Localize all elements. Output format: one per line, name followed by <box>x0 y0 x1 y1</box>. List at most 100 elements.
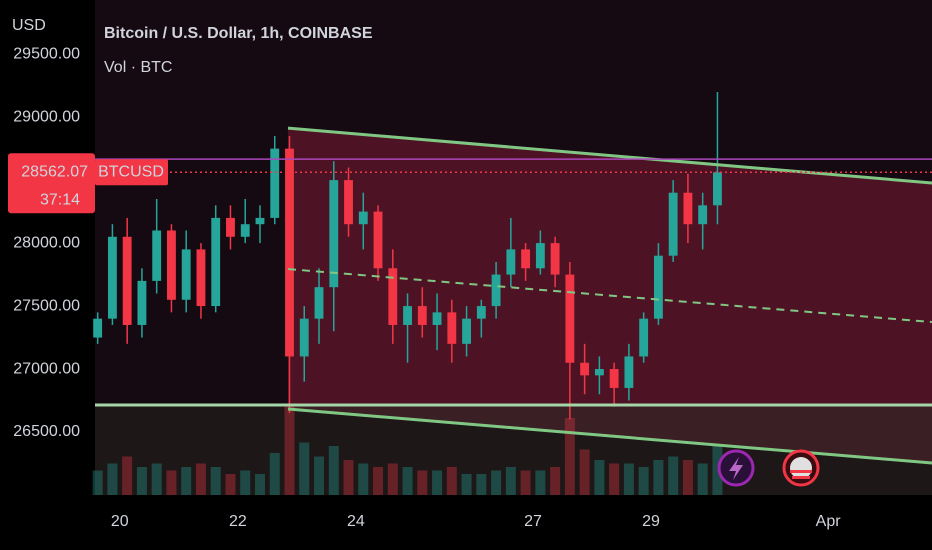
volume-bar <box>505 467 516 495</box>
volume-bar <box>446 467 457 495</box>
lightning-icon <box>729 457 743 480</box>
volume-bar <box>535 470 546 495</box>
x-tick-label: Apr <box>816 513 842 530</box>
candle-body <box>624 356 634 388</box>
candle-body <box>432 312 442 325</box>
candle-body <box>226 217 235 237</box>
volume-bar <box>151 463 162 495</box>
volume-bar <box>210 467 221 495</box>
candle-body <box>285 148 294 357</box>
volume-bar <box>476 474 487 495</box>
volume-bar <box>402 467 413 495</box>
candle-body <box>373 211 383 269</box>
x-tick-label: 20 <box>111 513 129 530</box>
y-tick-label: 29000.00 <box>13 108 80 125</box>
volume-bar <box>550 467 561 495</box>
trend-line <box>287 126 932 185</box>
candle-body <box>152 230 162 281</box>
volume-bar <box>225 474 236 495</box>
candle-body <box>565 274 575 363</box>
candle-body <box>344 180 353 225</box>
flag-stripe <box>790 470 812 473</box>
candle-body <box>639 318 649 357</box>
volume-bar <box>328 446 339 495</box>
volume-bar <box>284 404 295 495</box>
candle-body <box>167 230 176 300</box>
y-axis-label: USD <box>12 17 46 34</box>
candle-body <box>491 274 501 307</box>
candle-body <box>358 211 368 225</box>
candle-body <box>462 318 472 344</box>
volume-bar <box>181 467 192 495</box>
candle-body <box>476 306 486 319</box>
volume-bar <box>299 442 310 495</box>
candle-body <box>107 236 117 319</box>
volume-bar <box>682 460 693 495</box>
candle-body <box>122 236 132 325</box>
volume-bar <box>461 474 472 495</box>
volume-bar <box>432 470 443 495</box>
volume-bar <box>387 463 398 495</box>
candle-body <box>521 249 531 269</box>
volume-bar <box>697 463 708 495</box>
trend-line <box>287 268 932 324</box>
countdown-label: 37:14 <box>40 192 80 209</box>
y-tick-label: 28000.00 <box>13 234 80 251</box>
candle-body <box>580 362 590 376</box>
y-tick-label: 27500.00 <box>13 297 80 314</box>
price-label-box <box>8 153 95 214</box>
event-icon[interactable] <box>717 449 755 487</box>
candle-body <box>698 205 708 225</box>
volume-bar <box>520 470 531 495</box>
volume-bar <box>373 467 384 495</box>
chart-subtitle: Vol · BTC <box>104 59 172 76</box>
candle-body <box>137 280 147 325</box>
volume-bar <box>254 474 265 495</box>
volume-bar <box>668 456 679 495</box>
candle-body <box>668 192 678 256</box>
volume-bar <box>269 453 280 495</box>
symbol-tag-box <box>95 159 168 186</box>
volume-bar <box>491 470 502 495</box>
candle-body <box>609 369 619 388</box>
candle-body <box>196 249 206 307</box>
x-tick-label: 22 <box>229 513 247 530</box>
volume-bar <box>594 460 605 495</box>
volume-bar <box>343 460 354 495</box>
y-tick-label: 26500.00 <box>13 423 80 440</box>
candle-body <box>314 287 324 319</box>
candle-body <box>329 180 339 288</box>
candle-body <box>653 255 663 319</box>
volume-bar <box>564 418 575 495</box>
flag-stripe <box>792 476 810 479</box>
event-icon[interactable] <box>782 449 820 487</box>
volume-bar <box>638 467 649 495</box>
volume-bar <box>653 460 664 495</box>
y-tick-label: 29500.00 <box>13 45 80 62</box>
candle-body <box>299 318 309 357</box>
candle-body <box>211 217 221 307</box>
volume-bar <box>136 467 147 495</box>
volume-bar <box>712 446 723 495</box>
candle-body <box>683 192 693 225</box>
candle-body <box>181 249 191 300</box>
candle-body <box>713 172 722 206</box>
candle-body <box>255 217 265 225</box>
candle-body <box>270 148 280 218</box>
candle-body <box>506 249 516 275</box>
candle-body <box>535 243 545 269</box>
candle-body <box>388 268 398 325</box>
volume-bar <box>417 470 428 495</box>
volume-bar <box>107 463 118 495</box>
volume-bar <box>314 456 325 495</box>
symbol-tag: BTCUSD <box>98 164 164 181</box>
x-tick-label: 29 <box>642 513 660 530</box>
volume-bar <box>240 470 251 495</box>
volume-bar <box>122 456 133 495</box>
flag-icon <box>790 457 812 479</box>
x-tick-label: 27 <box>524 513 542 530</box>
candle-body <box>93 318 103 338</box>
y-tick-label: 27000.00 <box>13 360 80 377</box>
volume-bar <box>609 463 620 495</box>
